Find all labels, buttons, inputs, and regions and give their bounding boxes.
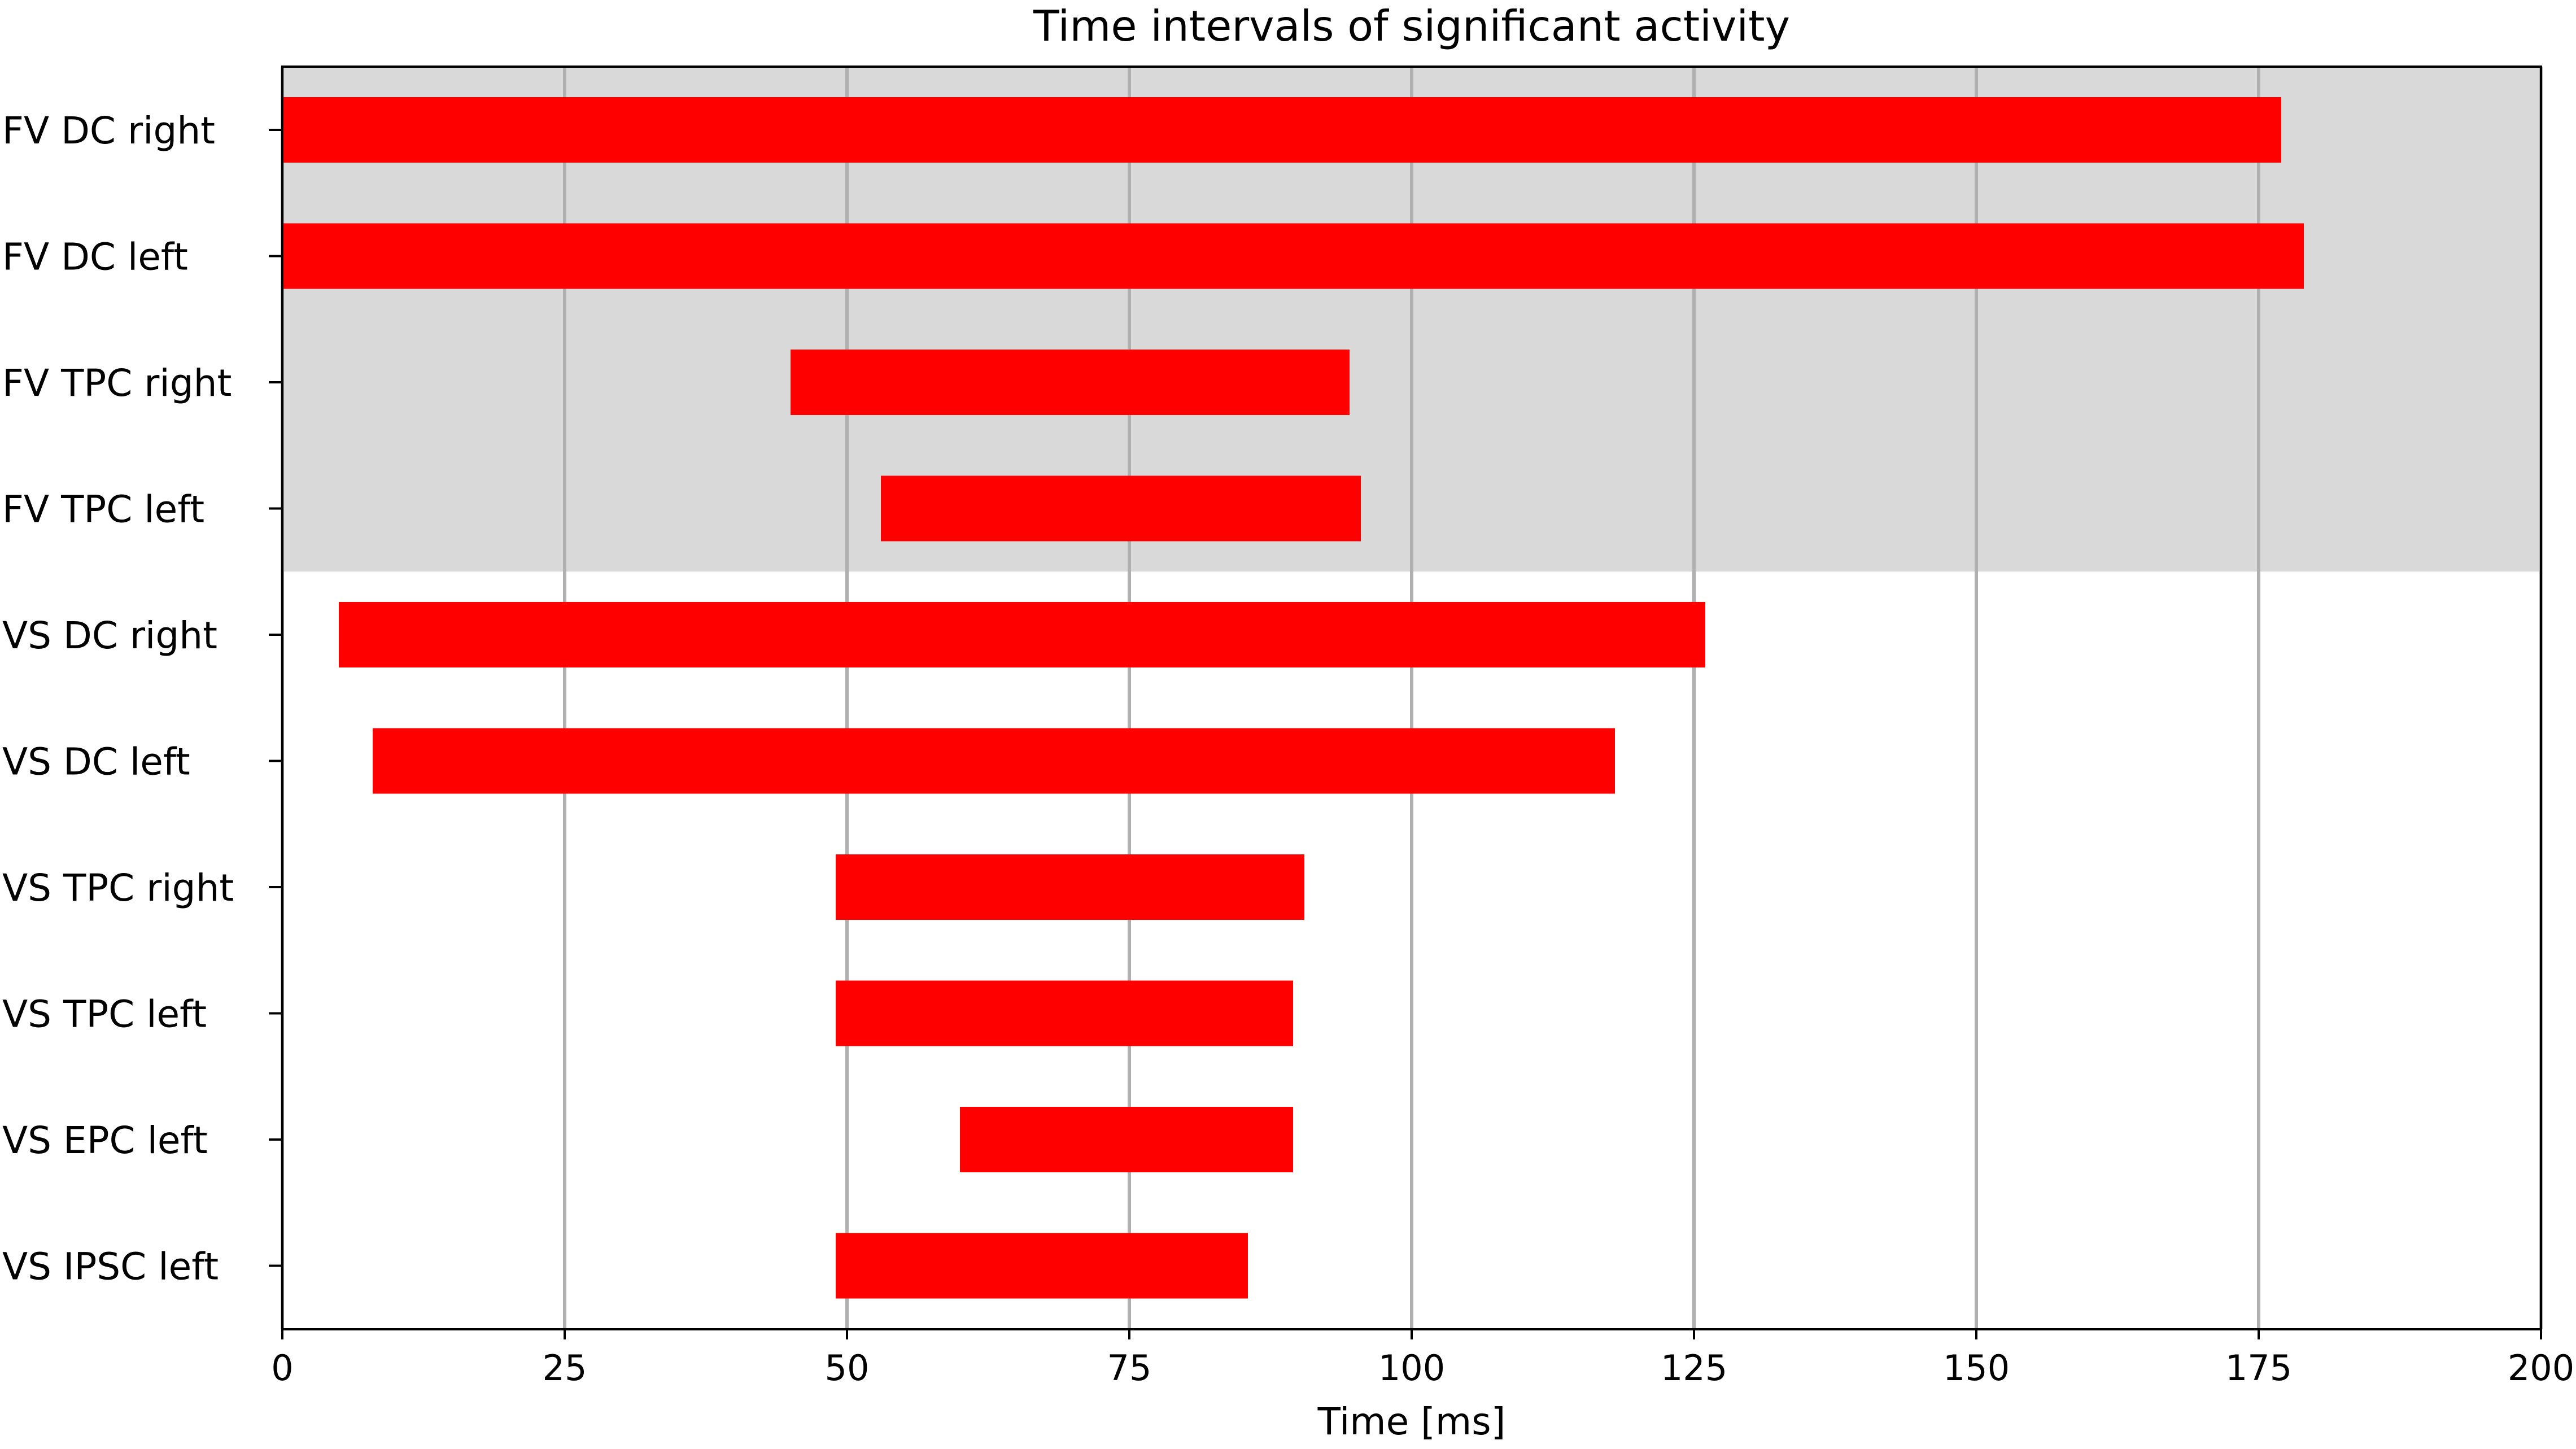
y-tick-label: VS IPSC left <box>2 1245 219 1289</box>
x-tick-label: 200 <box>2508 1347 2574 1389</box>
y-tick-label: VS TPC right <box>2 866 234 910</box>
y-tick-label: VS DC right <box>2 614 217 657</box>
x-tick-label: 25 <box>543 1347 587 1389</box>
bar <box>881 475 1361 542</box>
x-tick-label: 75 <box>1107 1347 1152 1389</box>
bars <box>282 97 2304 1299</box>
y-tick-label: FV TPC left <box>2 488 204 531</box>
bar <box>836 854 1304 920</box>
x-tick-label: 150 <box>1943 1347 2010 1389</box>
x-tick-label: 0 <box>271 1347 293 1389</box>
bar <box>836 1233 1248 1299</box>
x-axis: 0 25 50 75 100 125 150 175 200 <box>271 1329 2574 1389</box>
bar <box>373 728 1615 794</box>
x-tick-label: 175 <box>2225 1347 2292 1389</box>
y-tick-label: FV DC left <box>2 235 188 279</box>
y-tick-label: VS DC left <box>2 740 190 784</box>
y-axis: FV DC right FV DC left FV TPC right FV TPC … <box>2 109 282 1289</box>
y-tick-label: FV TPC right <box>2 361 232 405</box>
y-tick-label: VS TPC left <box>2 993 207 1036</box>
bar <box>282 223 2304 289</box>
y-tick-label: FV DC right <box>2 109 215 152</box>
bar <box>791 350 1350 415</box>
x-tick-label: 50 <box>825 1347 870 1389</box>
bar <box>836 980 1293 1046</box>
x-axis-label: Time [ms] <box>1317 1400 1506 1443</box>
bar <box>282 97 2281 163</box>
bar <box>960 1107 1293 1172</box>
y-tick-label: VS EPC left <box>2 1119 207 1162</box>
bar <box>339 602 1705 667</box>
x-tick-label: 125 <box>1661 1347 1727 1389</box>
x-tick-label: 100 <box>1378 1347 1445 1389</box>
chart-title: Time intervals of significant activity <box>1033 1 1790 51</box>
